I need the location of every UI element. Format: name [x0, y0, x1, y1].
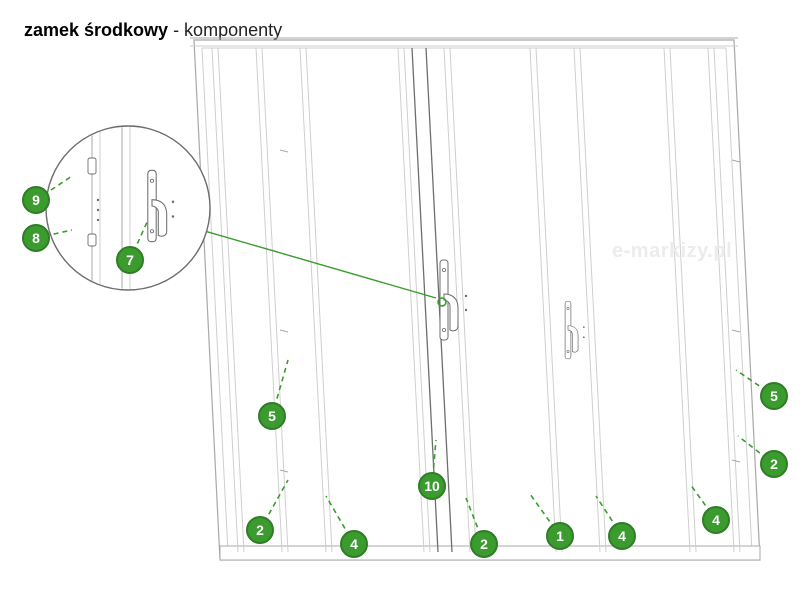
callout-badge: 5	[760, 382, 788, 410]
callout-badge: 4	[702, 506, 730, 534]
callout-badge: 4	[340, 530, 368, 558]
callout-badge: 7	[116, 246, 144, 274]
watermark: e-markizy.pl	[612, 240, 732, 263]
callout-badge: 2	[470, 530, 498, 558]
callout-badge: 8	[22, 224, 50, 252]
callout-badge: 1	[546, 522, 574, 550]
callout-badge: 2	[760, 450, 788, 478]
callout-badge: 10	[418, 472, 446, 500]
callout-badge: 2	[246, 516, 274, 544]
callout-badge: 5	[258, 402, 286, 430]
door-diagram	[0, 0, 800, 600]
callout-badge: 4	[608, 522, 636, 550]
callout-badge: 9	[22, 186, 50, 214]
